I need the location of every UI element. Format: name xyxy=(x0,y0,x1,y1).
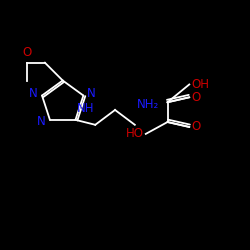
Text: OH: OH xyxy=(191,78,209,91)
Text: N: N xyxy=(29,87,38,100)
Text: N: N xyxy=(37,115,46,128)
Text: N: N xyxy=(87,87,96,100)
Text: NH₂: NH₂ xyxy=(137,98,159,111)
Text: O: O xyxy=(191,91,200,104)
Text: HO: HO xyxy=(126,128,144,140)
Text: O: O xyxy=(22,46,32,59)
Text: NH: NH xyxy=(77,102,94,115)
Text: O: O xyxy=(191,120,200,134)
